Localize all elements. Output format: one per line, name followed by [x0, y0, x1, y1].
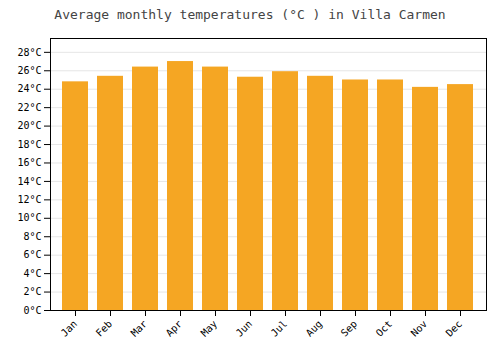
svg-text:Jan: Jan [59, 318, 80, 339]
svg-text:14°C: 14°C [17, 176, 41, 187]
svg-text:Sep: Sep [339, 318, 360, 339]
svg-text:Oct: Oct [374, 318, 395, 339]
svg-text:10°C: 10°C [17, 212, 41, 223]
svg-text:Jul: Jul [269, 318, 290, 339]
svg-text:Aug: Aug [304, 318, 325, 339]
svg-text:Feb: Feb [94, 318, 115, 339]
svg-text:18°C: 18°C [17, 139, 41, 150]
svg-text:16°C: 16°C [17, 157, 41, 168]
svg-text:22°C: 22°C [17, 102, 41, 113]
svg-text:0°C: 0°C [23, 305, 41, 316]
svg-text:Mar: Mar [129, 318, 150, 339]
svg-text:28°C: 28°C [17, 47, 41, 58]
html-text:Average monthly temperatures (: Average monthly temperatures (°C ) in Vi… [54, 7, 446, 22]
svg-text:Nov: Nov [409, 318, 430, 339]
svg-text:4°C: 4°C [23, 268, 41, 279]
svg-text:2°C: 2°C [23, 286, 41, 297]
svg-text:24°C: 24°C [17, 83, 41, 94]
svg-text:Jun: Jun [234, 318, 255, 339]
svg-text:May: May [199, 318, 220, 339]
svg-text:20°C: 20°C [17, 120, 41, 131]
svg-text:Dec: Dec [444, 318, 465, 339]
svg-text:Apr: Apr [164, 318, 185, 339]
svg-text:26°C: 26°C [17, 65, 41, 76]
svg-text:8°C: 8°C [23, 231, 41, 242]
svg-text:6°C: 6°C [23, 249, 41, 260]
svg-text:12°C: 12°C [17, 194, 41, 205]
